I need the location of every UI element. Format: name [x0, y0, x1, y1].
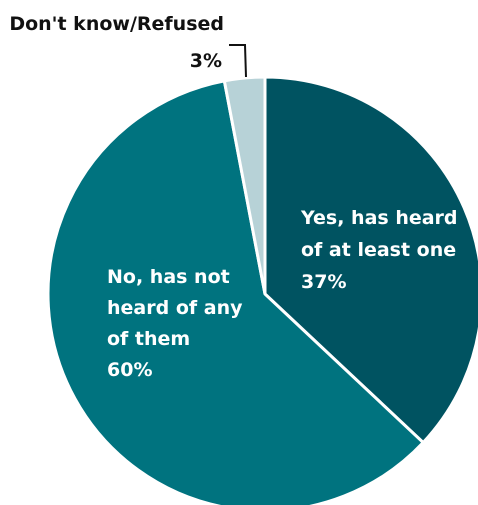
- slice-value-label: 60%: [107, 359, 152, 381]
- slice-category-label: No, has not: [107, 266, 230, 288]
- slice-category-label: of at least one: [301, 239, 456, 261]
- pie-slice: [263, 75, 478, 445]
- slice-category-label: of them: [107, 328, 190, 350]
- leader-line: [229, 44, 247, 78]
- slice-category-label: Don't know/Refused: [9, 13, 224, 35]
- slice-category-label: Yes, has heard: [300, 207, 458, 229]
- pie-slice: [46, 79, 426, 505]
- slice-category-label: heard of any: [107, 297, 243, 319]
- slice-value-label: 37%: [301, 271, 346, 293]
- labels-layer: Yes, has heard of at least one 37% No, has …: [9, 13, 457, 381]
- slice-value-label: 3%: [190, 50, 222, 72]
- slices-layer: [46, 75, 478, 505]
- pie-slice: [222, 75, 267, 295]
